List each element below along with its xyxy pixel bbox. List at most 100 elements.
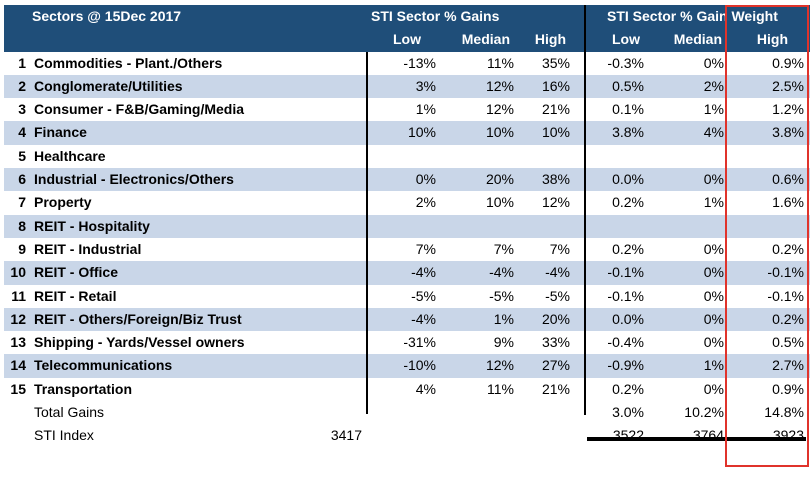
table-row: 6 Industrial - Electronics/Others 0% 20% 38%… bbox=[4, 168, 810, 192]
cell-gains-low: -4% bbox=[411, 310, 436, 327]
table-row: 13 Shipping - Yards/Vessel owners -31% 9% 33… bbox=[4, 331, 810, 354]
row-number: 11 bbox=[11, 287, 26, 304]
row-number: 12 bbox=[10, 310, 26, 327]
cell-gains-high: 21% bbox=[541, 380, 570, 397]
cell-weight-median: 4% bbox=[703, 124, 724, 141]
cell-weight-high: 1.2% bbox=[772, 101, 804, 118]
cell-gains-low: -5% bbox=[411, 287, 436, 304]
sector-name: Shipping - Yards/Vessel owners bbox=[34, 334, 245, 351]
col-header-gains-high: High bbox=[534, 31, 566, 48]
cell-weight-low: -0.9% bbox=[607, 357, 644, 374]
sector-name: Healthcare bbox=[34, 147, 106, 164]
group-header-gains: STI Sector % Gains bbox=[371, 8, 500, 24]
cell-gains-high bbox=[504, 145, 570, 168]
table-row: 12 REIT - Others/Foreign/Biz Trust -4% 1% 20… bbox=[4, 307, 810, 332]
cell-gains-median: 7% bbox=[493, 240, 514, 257]
cell-gains-low: -4% bbox=[411, 264, 436, 281]
sti-index-label: STI Index bbox=[34, 427, 94, 444]
row-number: 5 bbox=[18, 147, 26, 164]
cell-gains-low: 0% bbox=[415, 171, 436, 188]
cell-gains-median: -4% bbox=[489, 264, 514, 281]
cell-gains-high: 16% bbox=[541, 77, 570, 94]
cell-gains-median: -5% bbox=[489, 287, 514, 304]
group-header-weight: STI Sector % Gain Weight bbox=[607, 8, 778, 24]
row-number: 10 bbox=[10, 264, 26, 281]
cell-gains-high: 21% bbox=[541, 101, 570, 118]
row-number: 14 bbox=[10, 357, 26, 374]
cell-weight-high: 0.2% bbox=[772, 240, 804, 257]
total-gains-low: 3.0% bbox=[612, 404, 644, 421]
row-number: 7 bbox=[18, 194, 26, 211]
cell-weight-high: 0.2% bbox=[772, 310, 804, 327]
sector-name: Transportation bbox=[34, 380, 133, 397]
table-row: 1 Commodities - Plant./Others -13% 11% 35% -0… bbox=[4, 52, 810, 75]
cell-weight-low bbox=[586, 215, 644, 238]
cell-weight-high: 0.9% bbox=[772, 380, 804, 397]
total-gains-median: 10.2% bbox=[684, 404, 724, 421]
cell-weight-high: 0.6% bbox=[772, 171, 804, 188]
cell-weight-median: 0% bbox=[703, 287, 724, 304]
cell-gains-high: 35% bbox=[541, 54, 570, 71]
cell-gains-high: 20% bbox=[541, 310, 570, 327]
row-number: 6 bbox=[18, 171, 26, 188]
sector-name: Property bbox=[34, 194, 92, 211]
cell-weight-low: 0.0% bbox=[612, 310, 644, 327]
sti-index-median: 3764 bbox=[692, 427, 724, 444]
sector-gains-table: Sectors @ 15Dec 2017 STI Sector % Gains … bbox=[4, 5, 810, 448]
cell-weight-low: 0.2% bbox=[612, 380, 644, 397]
sector-name: REIT - Industrial bbox=[34, 240, 142, 257]
sector-name: REIT - Office bbox=[34, 264, 119, 281]
table-row: 14 Telecommunications -10% 12% 27% -0.9% 1% 2.7… bbox=[4, 354, 810, 378]
col-header-weight-low: Low bbox=[612, 31, 640, 48]
cell-weight-median: 0% bbox=[703, 240, 724, 257]
cell-weight-median: 0% bbox=[703, 380, 724, 397]
total-underline bbox=[587, 437, 806, 438]
cell-weight-low: -0.1% bbox=[607, 287, 644, 304]
total-gains-high: 14.8% bbox=[764, 404, 804, 421]
cell-weight-high: 2.5% bbox=[772, 77, 804, 94]
row-number: 13 bbox=[10, 334, 26, 351]
cell-weight-median: 0% bbox=[703, 310, 724, 327]
sti-index-row: STI Index 3417 3522 3764 3923 bbox=[4, 424, 810, 447]
cell-weight-median: 0% bbox=[703, 171, 724, 188]
sector-name: REIT - Others/Foreign/Biz Trust bbox=[34, 310, 242, 327]
cell-gains-low: 2% bbox=[415, 194, 436, 211]
table-row: 4 Finance 10% 10% 10% 3.8% 4% 3.8% bbox=[4, 121, 810, 145]
table-row: 7 Property 2% 10% 12% 0.2% 1% 1.6% bbox=[4, 191, 810, 214]
cell-weight-median bbox=[654, 215, 724, 238]
cell-gains-low: 1% bbox=[415, 101, 436, 118]
cell-weight-low: 0.2% bbox=[612, 194, 644, 211]
table-row: 3 Consumer - F&B/Gaming/Media 1% 12% 21% 0.1%… bbox=[4, 98, 810, 121]
cell-weight-median: 1% bbox=[703, 194, 724, 211]
row-number: 15 bbox=[10, 380, 26, 397]
sector-name: Conglomerate/Utilities bbox=[34, 77, 183, 94]
cell-gains-high: 12% bbox=[541, 194, 570, 211]
cell-gains-low: 4% bbox=[415, 380, 436, 397]
col-header-weight-median: Median bbox=[673, 31, 722, 48]
cell-weight-median: 0% bbox=[703, 264, 724, 281]
cell-gains-high bbox=[504, 215, 570, 238]
total-gains-row: Total Gains 3.0% 10.2% 14.8% bbox=[4, 401, 810, 424]
sector-name: Commodities - Plant./Others bbox=[34, 54, 223, 71]
table-row: 9 REIT - Industrial 7% 7% 7% 0.2% 0% 0.2% bbox=[4, 238, 810, 261]
row-number: 8 bbox=[18, 217, 26, 234]
cell-gains-low: -31% bbox=[403, 334, 436, 351]
header-row-columns: Low Median High Low Median High bbox=[4, 28, 810, 52]
cell-weight-median: 1% bbox=[703, 101, 724, 118]
cell-gains-high: 7% bbox=[549, 240, 570, 257]
cell-gains-low: -13% bbox=[403, 54, 436, 71]
cell-gains-median: 9% bbox=[493, 334, 514, 351]
cell-weight-low: 0.0% bbox=[612, 171, 644, 188]
high-weight-highlight-box bbox=[725, 5, 809, 467]
cell-gains-median: 11% bbox=[487, 54, 514, 71]
cell-gains-high: 33% bbox=[541, 334, 570, 351]
cell-weight-median bbox=[654, 145, 724, 168]
header-row-groups: Sectors @ 15Dec 2017 STI Sector % Gains … bbox=[4, 5, 810, 29]
cell-weight-low: 0.1% bbox=[612, 101, 644, 118]
sector-name: REIT - Retail bbox=[34, 287, 117, 304]
cell-gains-median: 20% bbox=[485, 171, 514, 188]
row-number: 2 bbox=[18, 77, 26, 94]
divider-weight-left bbox=[584, 5, 586, 415]
sti-index-low: 3522 bbox=[612, 427, 644, 444]
cell-gains-low: 3% bbox=[415, 77, 436, 94]
